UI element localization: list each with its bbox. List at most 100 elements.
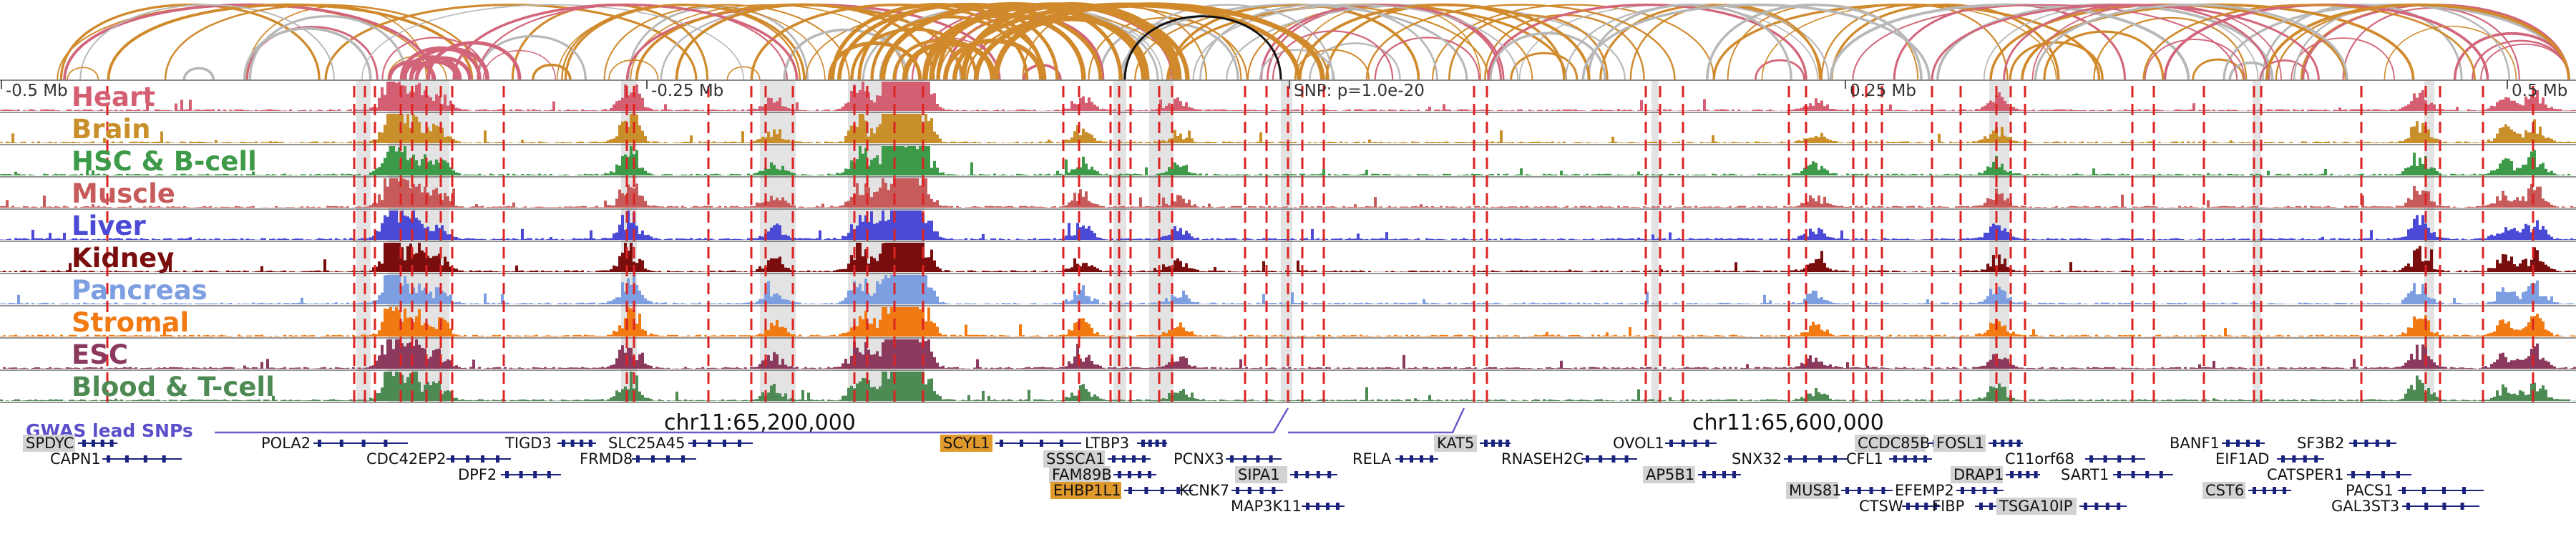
gene-label[interactable]: SART1 xyxy=(2061,466,2109,483)
gene-exon xyxy=(2283,487,2286,494)
gene-label[interactable]: SSSCA1 xyxy=(1046,450,1105,468)
gene-label[interactable]: RNASEH2C xyxy=(1501,450,1584,468)
loop-arc xyxy=(1192,4,1519,81)
gene-exon xyxy=(1400,455,1403,463)
gene-label[interactable]: CTSW xyxy=(1859,498,1903,515)
gene-label[interactable]: RELA xyxy=(1352,450,1392,468)
gene-exon xyxy=(1915,503,1919,510)
gene-label[interactable]: SCYL1 xyxy=(943,435,990,452)
gene-label[interactable]: SLC25A45 xyxy=(608,435,686,452)
gene-exon xyxy=(1913,455,1917,463)
gene-label[interactable]: SPDYC xyxy=(26,435,74,452)
gene-exon xyxy=(651,455,655,463)
gene-exon xyxy=(2462,487,2466,494)
gene-exon xyxy=(588,440,592,447)
gene-label[interactable]: FRMD8 xyxy=(580,450,633,468)
gene-exon xyxy=(1869,487,1873,494)
gene-exon xyxy=(2103,455,2107,463)
gene-label[interactable]: POLA2 xyxy=(261,435,311,452)
gene-label-box xyxy=(1855,435,1926,452)
gene-exon xyxy=(1924,503,1928,510)
gene-exon xyxy=(2117,471,2121,478)
gene-exon xyxy=(1243,455,1247,463)
gene-exon xyxy=(1989,503,1993,510)
gene-label-box xyxy=(1434,435,1477,452)
gene-label[interactable]: SF3B2 xyxy=(2297,435,2345,452)
gene-label[interactable]: CAPN1 xyxy=(50,450,101,468)
gene-exon xyxy=(2396,471,2400,478)
gene-exon xyxy=(2406,503,2410,510)
gene-exon xyxy=(2117,455,2122,463)
gene-label-box xyxy=(2202,482,2245,499)
gene-label[interactable]: MUS81 xyxy=(1789,482,1842,499)
gene-label[interactable]: FOSL1 xyxy=(1936,435,1984,452)
gene-label[interactable]: CFL1 xyxy=(1846,450,1883,468)
gene-label[interactable]: SIPA1 xyxy=(1238,466,1280,483)
gene-exon xyxy=(1060,440,1063,447)
gene-exon xyxy=(1430,455,1433,463)
scale-tick-label: 0.5 Mb xyxy=(2512,82,2567,100)
gene-label[interactable]: FIBP xyxy=(1932,498,1964,515)
gene-exon xyxy=(100,440,104,447)
gene-label[interactable]: SNX32 xyxy=(1732,450,1782,468)
track-label: Brain xyxy=(72,114,150,145)
gene-label-box xyxy=(1643,466,1695,483)
gene-label[interactable]: EFEMP2 xyxy=(1895,482,1954,499)
gene-label[interactable]: C11orf68 xyxy=(2005,450,2074,468)
gene-label[interactable]: MAP3K11 xyxy=(1231,498,1302,515)
gene-label[interactable]: LTBP3 xyxy=(1085,435,1129,452)
gene-label[interactable]: BANF1 xyxy=(2170,435,2220,452)
gene-label[interactable]: PACS1 xyxy=(2346,482,2394,499)
gene-exon xyxy=(2292,455,2296,463)
gene-label[interactable]: GAL3ST3 xyxy=(2331,498,2399,515)
gene-exon xyxy=(1148,471,1151,478)
gene-label[interactable]: PCNX3 xyxy=(1174,450,1224,468)
loop-arc xyxy=(2192,58,2245,81)
gene-exon xyxy=(2460,503,2464,510)
gene-exon xyxy=(519,471,523,478)
gene-label[interactable]: KCNK7 xyxy=(1179,482,1229,499)
gene-exon xyxy=(361,440,366,447)
loop-arc xyxy=(1448,14,1609,81)
gene-label[interactable]: CDC42EP2 xyxy=(366,450,447,468)
gene-label[interactable]: KAT5 xyxy=(1437,435,1474,452)
loop-arc xyxy=(1712,4,2101,81)
gwas-snp-links xyxy=(215,407,1465,434)
gene-label[interactable]: FAM89B xyxy=(1052,466,1112,483)
loop-arc xyxy=(902,41,997,81)
gene-label[interactable]: EIF1AD xyxy=(2215,450,2269,468)
gene-exon xyxy=(2018,471,2022,478)
gene-label[interactable]: DPF2 xyxy=(458,466,497,483)
gene-exon xyxy=(1818,455,1822,463)
gene-exon xyxy=(1982,487,1986,494)
gene-exon xyxy=(1420,455,1423,463)
gene-exon xyxy=(1732,471,1736,478)
track-label: Stromal xyxy=(72,307,189,338)
gene-label[interactable]: CCDC85B xyxy=(1858,435,1930,452)
gene-label[interactable]: OVOL1 xyxy=(1613,435,1664,452)
gene-exon xyxy=(1857,487,1861,494)
gene-exon xyxy=(1845,487,1849,494)
gene-label[interactable]: AP5B1 xyxy=(1646,466,1694,483)
gene-label[interactable]: CST6 xyxy=(2205,482,2244,499)
track-label: Kidney xyxy=(72,243,174,274)
gene-label[interactable]: TSGA10IP xyxy=(1999,498,2072,515)
gene-exon xyxy=(2273,487,2276,494)
gene-exon xyxy=(1484,440,1488,447)
gene-exon xyxy=(2353,440,2357,447)
gene-exon xyxy=(318,440,321,447)
gene-exon xyxy=(1722,471,1726,478)
gene-label[interactable]: EHBP1L1 xyxy=(1053,482,1121,499)
gene-label[interactable]: CATSPER1 xyxy=(2267,466,2343,483)
loop-arc xyxy=(608,59,659,81)
gene-label[interactable]: TIGD3 xyxy=(504,435,552,452)
gene-exon xyxy=(2089,455,2093,463)
scale-tick-label: SNP: p=1.0e-20 xyxy=(1294,82,1425,100)
loop-arc xyxy=(531,64,572,81)
gene-label[interactable]: DRAP1 xyxy=(1953,466,2004,483)
gene-label-box xyxy=(1786,482,1838,499)
scale-tick-label: -0.25 Mb xyxy=(651,82,723,100)
gene-exon xyxy=(1040,440,1043,447)
